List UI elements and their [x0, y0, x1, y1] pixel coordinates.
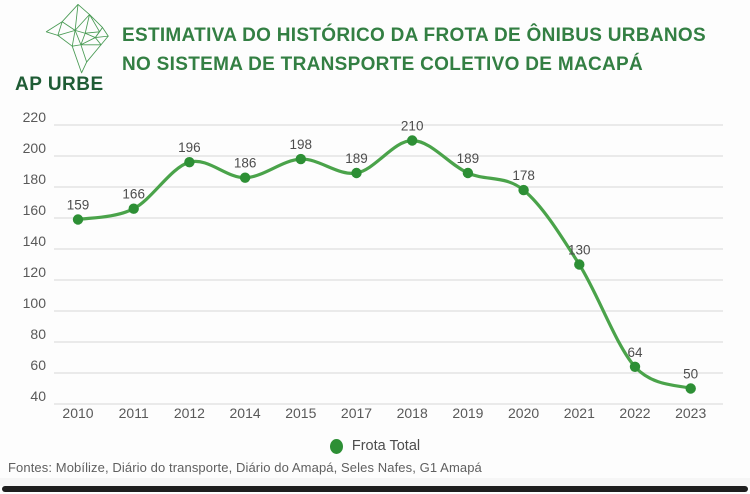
- data-point-label: 64: [627, 345, 643, 360]
- brand-text: AP URBE: [15, 74, 104, 95]
- x-tick-label: 2012: [174, 405, 205, 421]
- data-point-label: 186: [234, 156, 257, 171]
- y-tick-label: 60: [30, 357, 46, 373]
- data-point: [239, 172, 251, 183]
- data-point: [629, 361, 641, 372]
- x-tick-label: 2014: [230, 405, 261, 421]
- legend: Frota Total: [0, 436, 750, 456]
- chart-title: ESTIMATIVA DO HISTÓRICO DA FROTA DE ÔNIB…: [122, 21, 706, 79]
- y-tick-label: 100: [23, 295, 47, 311]
- data-point-label: 196: [178, 140, 201, 155]
- x-tick-label: 2018: [397, 405, 428, 421]
- data-point-label: 189: [457, 151, 480, 166]
- data-point: [407, 135, 418, 146]
- x-tick-label: 2022: [619, 405, 650, 421]
- x-tick-label: 2020: [508, 405, 539, 421]
- bottom-divider-bar: [2, 486, 748, 492]
- data-point: [351, 167, 362, 179]
- data-point-label: 159: [67, 198, 90, 213]
- sources-text: Fontes: Mobílize, Diário do transporte, …: [8, 460, 482, 475]
- logo-mesh-lines: [57, 4, 109, 63]
- x-tick-label: 2015: [285, 405, 316, 421]
- x-tick-label: 2023: [675, 405, 706, 421]
- data-point: [128, 203, 139, 214]
- x-tick-label: 2019: [452, 405, 483, 421]
- data-point: [295, 153, 306, 165]
- x-tick-label: 2021: [564, 405, 595, 421]
- x-tick-label: 2011: [119, 405, 149, 421]
- legend-marker-icon: [329, 438, 343, 454]
- data-point-label: 210: [401, 119, 424, 134]
- data-point-label: 166: [122, 187, 145, 202]
- data-point: [574, 259, 585, 270]
- data-point: [184, 157, 195, 168]
- y-tick-label: 180: [23, 171, 47, 187]
- data-point: [518, 184, 529, 196]
- data-point-label: 189: [345, 151, 368, 166]
- frota-total-line: [76, 138, 693, 391]
- ap-urbe-logo-icon: [45, 4, 109, 74]
- x-tick-label: 2010: [62, 405, 93, 421]
- data-point-label: 198: [290, 137, 313, 152]
- line-chart: 220 200 180 160 140 120 100 80 60 40 2010 2011 2012 2…: [23, 109, 723, 421]
- y-tick-label: 140: [23, 233, 47, 249]
- data-point-label: 130: [568, 243, 591, 258]
- data-point: [685, 383, 696, 394]
- y-tick-label: 80: [30, 326, 46, 342]
- x-tick-label: 2017: [341, 405, 372, 421]
- y-tick-label: 220: [23, 109, 47, 125]
- chart-title-line1: ESTIMATIVA DO HISTÓRICO DA FROTA DE ÔNIB…: [122, 25, 706, 46]
- y-tick-label: 200: [23, 140, 47, 156]
- y-tick-label: 160: [23, 202, 47, 218]
- data-point-label: 50: [683, 367, 698, 382]
- legend-label: Frota Total: [351, 438, 421, 454]
- logo-outline: [45, 4, 109, 74]
- data-point: [462, 167, 474, 179]
- data-point: [72, 214, 84, 225]
- bottom-strip: [0, 478, 750, 486]
- chart-title-line2: NO SISTEMA DE TRANSPORTE COLETIVO DE MAC…: [122, 54, 644, 75]
- y-tick-label: 120: [23, 264, 47, 280]
- data-point-label: 178: [512, 168, 535, 183]
- y-tick-label: 40: [30, 388, 46, 404]
